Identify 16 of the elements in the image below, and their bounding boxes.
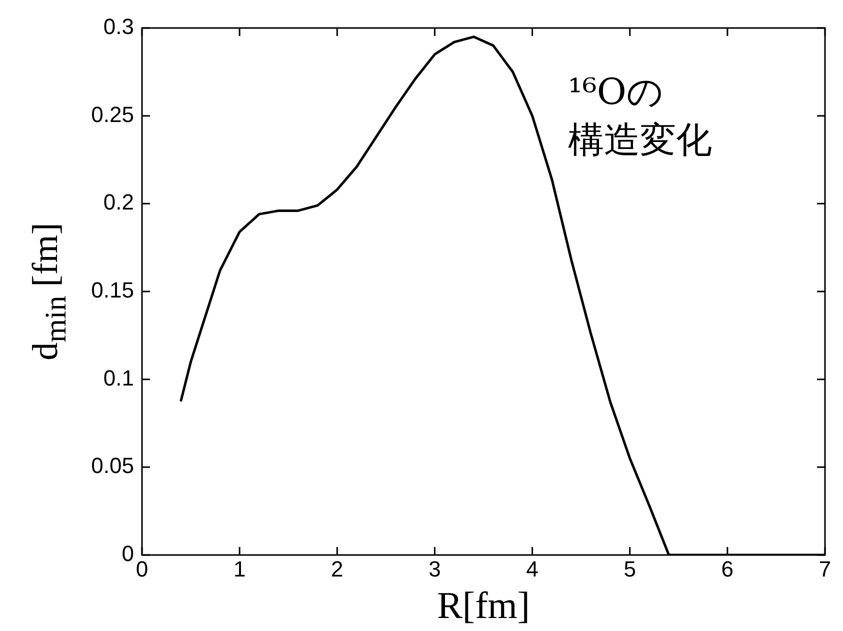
annotation: 構造変化 (568, 119, 712, 163)
x-tick-label: 5 (624, 556, 636, 582)
y-tick-label: 0.15 (91, 278, 134, 303)
y-tick-label: 0.2 (103, 190, 134, 215)
x-tick-label: 3 (428, 556, 441, 582)
annotation: ¹⁶Oの (568, 71, 664, 115)
y-tick-label: 0.1 (103, 365, 134, 390)
x-tick-label: 1 (233, 556, 246, 582)
x-tick-label: 4 (526, 556, 538, 582)
x-axis-title: R[fm] (437, 585, 530, 628)
y-tick-label: 0.25 (91, 102, 134, 127)
x-tick-label: 6 (721, 556, 734, 582)
x-tick-label: 7 (818, 556, 832, 582)
y-tick-label: 0.05 (91, 453, 134, 478)
x-tick-label: 2 (331, 556, 344, 582)
y-tick-label: 0.3 (103, 14, 134, 40)
